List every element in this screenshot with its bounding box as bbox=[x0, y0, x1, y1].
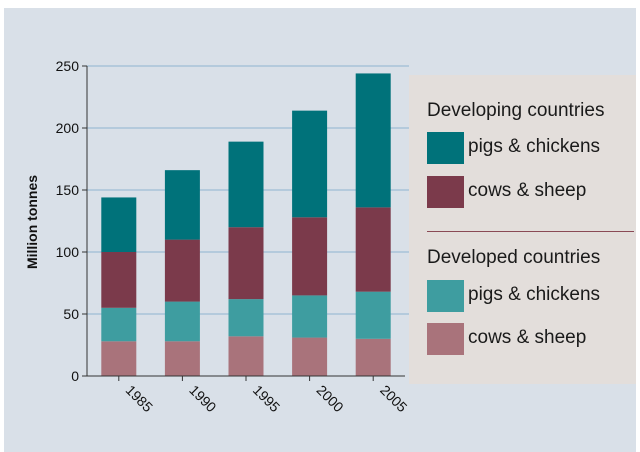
legend-label: cows & sheep bbox=[468, 180, 587, 201]
bar-segment bbox=[101, 341, 137, 376]
bar-segment bbox=[355, 73, 391, 208]
legend-heading-developing: Developing countries bbox=[427, 100, 605, 121]
y-tick-label: 100 bbox=[56, 244, 80, 260]
bar-segment bbox=[164, 170, 200, 240]
y-axis-label: Million tonnes bbox=[24, 175, 40, 269]
bar-segment bbox=[164, 301, 200, 342]
legend-divider bbox=[427, 231, 634, 232]
legend: Developing countries pigs & chickens cow… bbox=[409, 75, 636, 384]
x-tick-label: 2005 bbox=[377, 382, 410, 415]
legend-swatch bbox=[427, 176, 464, 208]
bar-segment bbox=[355, 207, 391, 292]
bar-segment bbox=[228, 299, 264, 337]
figure-panel: 0 50 100 150 200 250 1985 1990 1995 2000 2005 Mill… bbox=[4, 8, 636, 452]
y-tick-label: 150 bbox=[56, 182, 80, 198]
bar-segment bbox=[355, 291, 391, 339]
bars bbox=[101, 73, 391, 376]
x-tick-label: 2000 bbox=[313, 382, 346, 415]
y-tick-label: 200 bbox=[56, 120, 80, 136]
legend-label: pigs & chickens bbox=[468, 136, 601, 157]
bar-segment bbox=[292, 110, 328, 218]
bar-segment bbox=[101, 252, 137, 308]
legend-heading-developed: Developed countries bbox=[427, 247, 601, 268]
bar-segment bbox=[101, 197, 137, 252]
legend-swatch bbox=[427, 132, 464, 164]
bar-segment bbox=[228, 336, 264, 376]
bar-segment bbox=[164, 341, 200, 376]
x-tick-label: 1990 bbox=[186, 382, 219, 415]
bar-segment bbox=[292, 337, 328, 376]
bar-segment bbox=[101, 307, 137, 342]
x-tick-label: 1995 bbox=[250, 382, 283, 415]
chart: 0 50 100 150 200 250 1985 1990 1995 2000 2005 Mill… bbox=[24, 58, 411, 415]
bar-segment bbox=[228, 141, 264, 228]
bar-segment bbox=[292, 217, 328, 296]
legend-swatch bbox=[427, 280, 464, 312]
bar-segment bbox=[292, 295, 328, 338]
bar-segment bbox=[228, 227, 264, 300]
legend-label: pigs & chickens bbox=[468, 284, 601, 305]
x-tick-label: 1985 bbox=[123, 382, 156, 415]
legend-swatch bbox=[427, 323, 464, 355]
y-tick-label: 0 bbox=[71, 368, 79, 384]
y-tick-label: 250 bbox=[56, 58, 80, 74]
y-tick-label: 50 bbox=[63, 306, 79, 322]
bar-segment bbox=[164, 239, 200, 302]
bar-segment bbox=[355, 338, 391, 376]
legend-label: cows & sheep bbox=[468, 327, 587, 348]
